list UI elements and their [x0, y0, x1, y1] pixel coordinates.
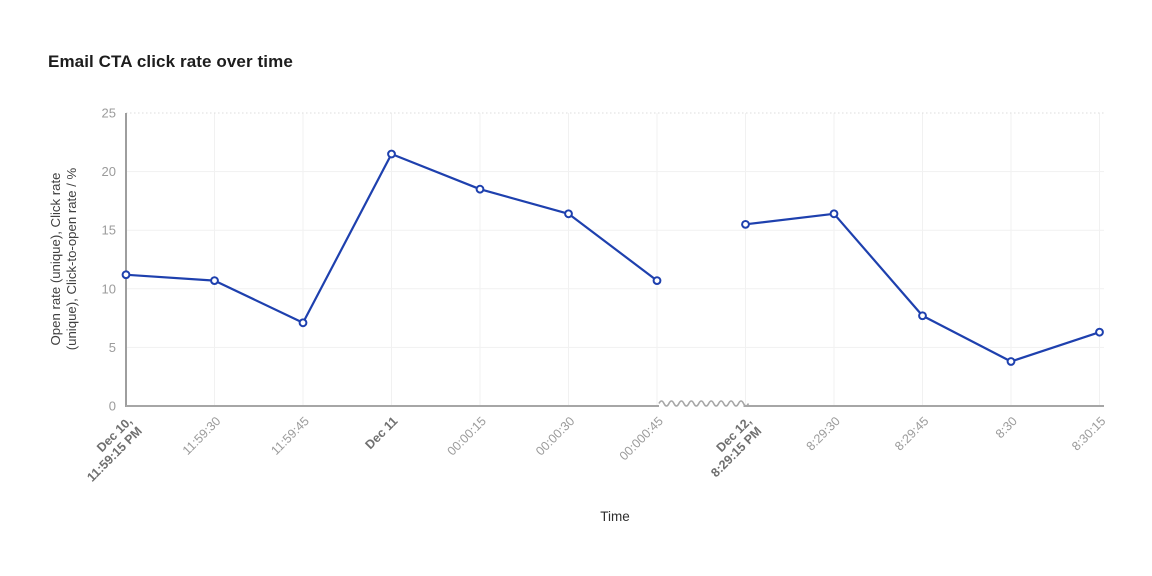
x-tick-label: Dec 12,8:29:15 PM — [698, 414, 764, 480]
y-tick-label: 10 — [102, 281, 116, 296]
y-axis-title-line2: (unique), Click-to-open rate / % — [64, 167, 79, 350]
x-tick-label: 8:29:30 — [804, 414, 843, 453]
x-tick-label: 11:59:45 — [268, 414, 312, 458]
data-point-marker[interactable] — [475, 184, 485, 194]
x-tick-label: 00:00:30 — [533, 414, 577, 458]
x-tick-label: 00:000:45 — [617, 414, 666, 463]
data-point-marker[interactable] — [1095, 327, 1104, 337]
data-point-marker[interactable] — [1006, 357, 1016, 366]
axis-break-squiggle — [658, 400, 750, 407]
data-point-marker[interactable] — [564, 209, 573, 219]
y-tick-label: 5 — [109, 340, 116, 355]
y-axis-title-line1: Open rate (unique), Click rate — [48, 173, 63, 346]
data-point-marker[interactable] — [829, 209, 839, 219]
y-tick-label: 0 — [109, 399, 116, 414]
x-tick-label: Dec 11 — [363, 414, 401, 452]
data-point-marker[interactable] — [210, 276, 219, 285]
x-tick-label: 8:29:45 — [892, 414, 931, 453]
x-tick-label: 8:30:15 — [1069, 414, 1108, 453]
x-tick-label: 8:30 — [993, 414, 1020, 441]
data-point-marker[interactable] — [741, 219, 750, 229]
y-tick-label: 20 — [102, 164, 116, 179]
y-tick-label: 15 — [102, 223, 116, 238]
data-point-marker[interactable] — [918, 311, 927, 321]
chart-title: Email CTA click rate over time — [48, 52, 293, 71]
data-point-marker[interactable] — [121, 270, 131, 280]
data-point-marker[interactable] — [387, 149, 396, 159]
x-tick-label: 11:59:30 — [180, 414, 224, 458]
x-tick-label: 00:00:15 — [445, 414, 489, 458]
x-tick-label: Dec 10,11:59:15 PM — [74, 414, 144, 484]
x-axis-title: Time — [600, 509, 630, 524]
y-tick-label: 25 — [102, 106, 116, 121]
data-point-marker[interactable] — [298, 318, 308, 328]
chart-generated-layer: 0 5 10 15 20 25 Dec 10,11:59:15 PM 11:59:30 11:5… — [74, 106, 1108, 485]
data-point-marker[interactable] — [652, 276, 662, 285]
